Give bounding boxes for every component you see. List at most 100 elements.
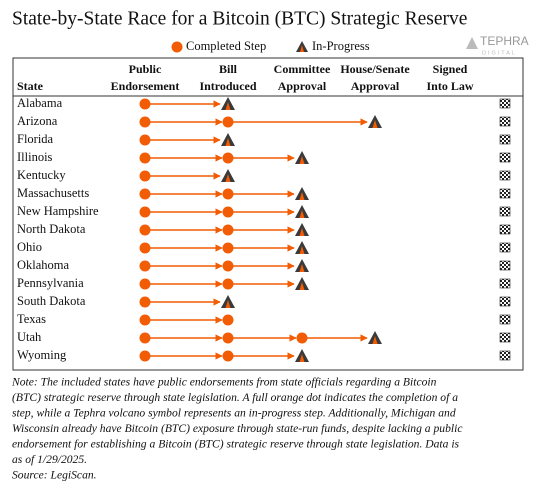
note-line: Note: The included states have public en… [11, 376, 437, 389]
column-header: House/Senate [340, 62, 410, 76]
checkered-flag [499, 170, 511, 181]
completed-dot [139, 224, 151, 236]
in-progress-volcano [368, 331, 382, 344]
state-name: Kentucky [17, 168, 66, 182]
volcano-lava [372, 120, 378, 128]
state-name: Pennsylvania [17, 276, 84, 290]
note-line: (BTC) strategic reserve through state le… [12, 391, 458, 404]
checkered-flag [499, 116, 511, 127]
completed-dot [139, 116, 151, 128]
completed-dot [139, 188, 151, 200]
completed-dot [222, 314, 234, 326]
state-name: Ohio [17, 240, 42, 254]
volcano-lava [372, 336, 378, 344]
completed-dot [222, 278, 234, 290]
state-name: Arizona [17, 114, 58, 128]
in-progress-volcano [295, 277, 309, 290]
completed-dot [222, 242, 234, 254]
state-name: South Dakota [17, 294, 86, 308]
checkered-flag [499, 242, 511, 253]
column-header: Signed [433, 62, 468, 76]
completed-dot [296, 332, 308, 344]
note-line: step, while a Tephra volcano symbol repr… [12, 407, 456, 420]
completed-dot [139, 314, 151, 326]
in-progress-volcano [295, 349, 309, 362]
in-progress-volcano [295, 223, 309, 236]
volcano-lava [299, 192, 305, 200]
completed-dot [222, 350, 234, 362]
in-progress-volcano [295, 187, 309, 200]
checkered-flag [499, 350, 511, 361]
volcano-lava [299, 246, 305, 254]
logo: TEPHRA DIGITAL [466, 34, 529, 56]
checkered-flag [499, 206, 511, 217]
checkered-flag [499, 224, 511, 235]
legend-dot [171, 41, 183, 53]
column-header: Approval [351, 79, 400, 93]
in-progress-volcano [221, 97, 235, 110]
state-name: New Hampshire [17, 204, 99, 218]
completed-dot [139, 134, 151, 146]
checkered-flag [499, 278, 511, 289]
state-name: Illinois [17, 150, 53, 164]
state-name: North Dakota [17, 222, 86, 236]
legend-volcano [296, 41, 308, 52]
checkered-flag [499, 134, 511, 145]
note-line: Wisconsin already have Bitcoin (BTC) exp… [12, 422, 463, 435]
column-header: Approval [278, 79, 327, 93]
title: State-by-State Race for a Bitcoin (BTC) … [12, 8, 467, 29]
completed-dot [139, 206, 151, 218]
completed-dot [222, 116, 234, 128]
legend-in-progress: In-Progress [312, 39, 370, 53]
completed-dot [139, 350, 151, 362]
checkered-flag [499, 98, 511, 109]
completed-dot [222, 260, 234, 272]
volcano-lava [299, 264, 305, 272]
column-header: State [17, 79, 44, 93]
completed-dot [139, 242, 151, 254]
volcano-lava [299, 156, 305, 164]
completed-dot [139, 278, 151, 290]
in-progress-volcano [221, 169, 235, 182]
state-name: Massachusetts [17, 186, 89, 200]
checkered-flag [499, 152, 511, 163]
checkered-flag [499, 260, 511, 271]
checkered-flag [499, 188, 511, 199]
in-progress-volcano [221, 133, 235, 146]
note-line: as of 1/29/2025. [12, 453, 87, 466]
state-name: Florida [17, 132, 54, 146]
completed-dot [139, 170, 151, 182]
completed-dot [222, 188, 234, 200]
table-border [12, 57, 524, 371]
volcano-lava [225, 174, 231, 182]
in-progress-volcano [295, 259, 309, 272]
volcano-lava [225, 102, 231, 110]
state-name: Oklahoma [17, 258, 70, 272]
completed-dot [222, 206, 234, 218]
volcano-lava [299, 210, 305, 218]
completed-dot [222, 152, 234, 164]
column-header: Committee [274, 62, 331, 76]
logo-sub: DIGITAL [482, 50, 517, 56]
column-header: Into Law [426, 79, 473, 93]
checkered-flag [499, 332, 511, 343]
checkered-flag [499, 314, 511, 325]
legend-completed: Completed Step [186, 39, 266, 53]
state-name: Alabama [17, 96, 63, 110]
volcano-lava [225, 138, 231, 146]
source: Source: LegiScan. [12, 469, 97, 482]
legend: Completed Step In-Progress [171, 39, 370, 53]
checkered-flag [499, 296, 511, 307]
completed-dot [222, 224, 234, 236]
column-header: Bill [219, 62, 238, 76]
column-header: Introduced [199, 79, 256, 93]
volcano-lava [299, 228, 305, 236]
in-progress-volcano [295, 151, 309, 164]
completed-dot [222, 332, 234, 344]
completed-dot [139, 152, 151, 164]
in-progress-volcano [221, 295, 235, 308]
note-line: endorsement for establishing a Bitcoin (… [12, 438, 460, 451]
completed-dot [139, 332, 151, 344]
volcano-lava [299, 354, 305, 362]
